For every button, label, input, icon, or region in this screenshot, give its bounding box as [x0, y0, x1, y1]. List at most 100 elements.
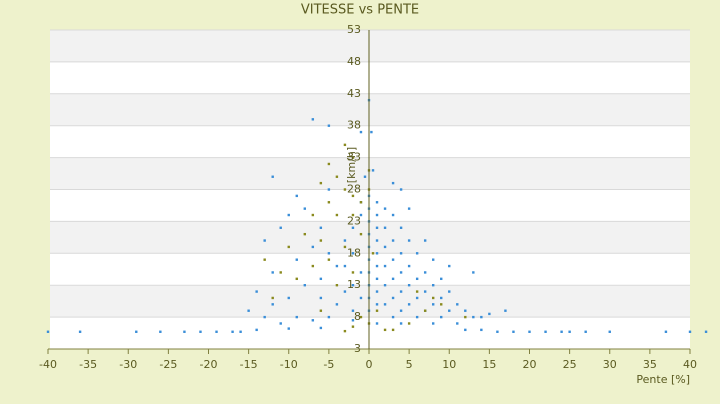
point — [568, 330, 571, 333]
point — [375, 239, 379, 242]
point — [335, 303, 339, 306]
point — [343, 329, 347, 333]
point — [351, 156, 355, 159]
point — [327, 201, 331, 204]
point — [432, 258, 435, 261]
point — [472, 315, 475, 319]
x-tick-label: -10 — [280, 358, 298, 371]
y-tick-label: 48 — [347, 55, 361, 68]
point — [383, 284, 387, 287]
point — [383, 264, 387, 268]
point — [255, 328, 258, 332]
point — [375, 322, 379, 325]
point — [383, 328, 387, 332]
point — [399, 271, 403, 274]
point — [351, 284, 355, 287]
point — [704, 330, 708, 333]
x-tick-label: 10 — [442, 358, 456, 371]
point — [335, 175, 339, 178]
y-tick-label: 18 — [347, 246, 361, 259]
point — [295, 258, 298, 261]
point — [343, 188, 347, 191]
point — [375, 264, 379, 268]
point — [311, 245, 315, 249]
point — [448, 264, 451, 268]
x-tick-label: 0 — [366, 358, 373, 371]
point — [391, 277, 395, 281]
point — [488, 312, 491, 316]
x-tick-label: -30 — [119, 358, 137, 371]
point — [287, 213, 290, 217]
x-tick-label: -20 — [200, 358, 218, 371]
point — [456, 303, 459, 306]
point — [415, 290, 419, 293]
point — [370, 130, 373, 134]
point — [46, 330, 50, 333]
point — [279, 226, 282, 229]
point — [391, 328, 395, 332]
point — [78, 330, 82, 333]
point — [183, 330, 186, 333]
point — [440, 303, 443, 306]
point — [335, 213, 339, 217]
point — [279, 322, 282, 325]
point — [391, 296, 395, 300]
point — [295, 277, 298, 281]
point — [279, 271, 282, 274]
point — [343, 264, 347, 268]
point — [383, 245, 387, 249]
y-tick-label: 53 — [347, 23, 361, 36]
point — [512, 330, 515, 333]
point — [399, 309, 403, 312]
point — [415, 252, 419, 255]
point — [432, 296, 435, 300]
x-tick-label: 40 — [683, 358, 697, 371]
point — [239, 330, 242, 333]
point — [359, 130, 363, 134]
point — [480, 315, 483, 319]
point — [423, 290, 427, 293]
point — [327, 258, 331, 261]
point — [359, 201, 363, 204]
plot-band — [50, 221, 690, 254]
point — [327, 124, 331, 127]
point — [135, 330, 138, 333]
point — [199, 330, 202, 333]
point — [448, 290, 451, 293]
point — [391, 181, 395, 185]
point — [464, 315, 467, 319]
point — [271, 271, 274, 274]
point — [215, 330, 218, 333]
point — [327, 252, 331, 255]
point — [464, 309, 467, 312]
point — [375, 226, 379, 229]
point — [159, 330, 162, 333]
point — [311, 319, 315, 322]
plot-band — [50, 253, 690, 286]
point — [415, 277, 419, 281]
x-tick-label: 25 — [563, 358, 577, 371]
point — [375, 201, 379, 204]
y-axis-label: [km/h] — [345, 147, 358, 183]
plot-band — [50, 93, 690, 126]
point — [351, 325, 355, 328]
point — [383, 226, 387, 229]
point — [359, 296, 363, 300]
point — [383, 207, 387, 210]
point — [319, 309, 323, 312]
point — [311, 264, 315, 268]
point — [560, 330, 563, 333]
point — [415, 296, 419, 300]
chart-title: VITESSE vs PENTE — [301, 3, 419, 18]
point — [287, 296, 290, 300]
x-tick-label: 20 — [523, 358, 537, 371]
point — [432, 303, 435, 306]
point — [351, 252, 355, 255]
point — [351, 226, 355, 229]
y-tick-label: 38 — [347, 119, 361, 132]
point — [327, 315, 331, 319]
x-tick-label: 35 — [643, 358, 657, 371]
x-tick-label: -40 — [39, 358, 57, 371]
plot-band — [50, 125, 690, 158]
